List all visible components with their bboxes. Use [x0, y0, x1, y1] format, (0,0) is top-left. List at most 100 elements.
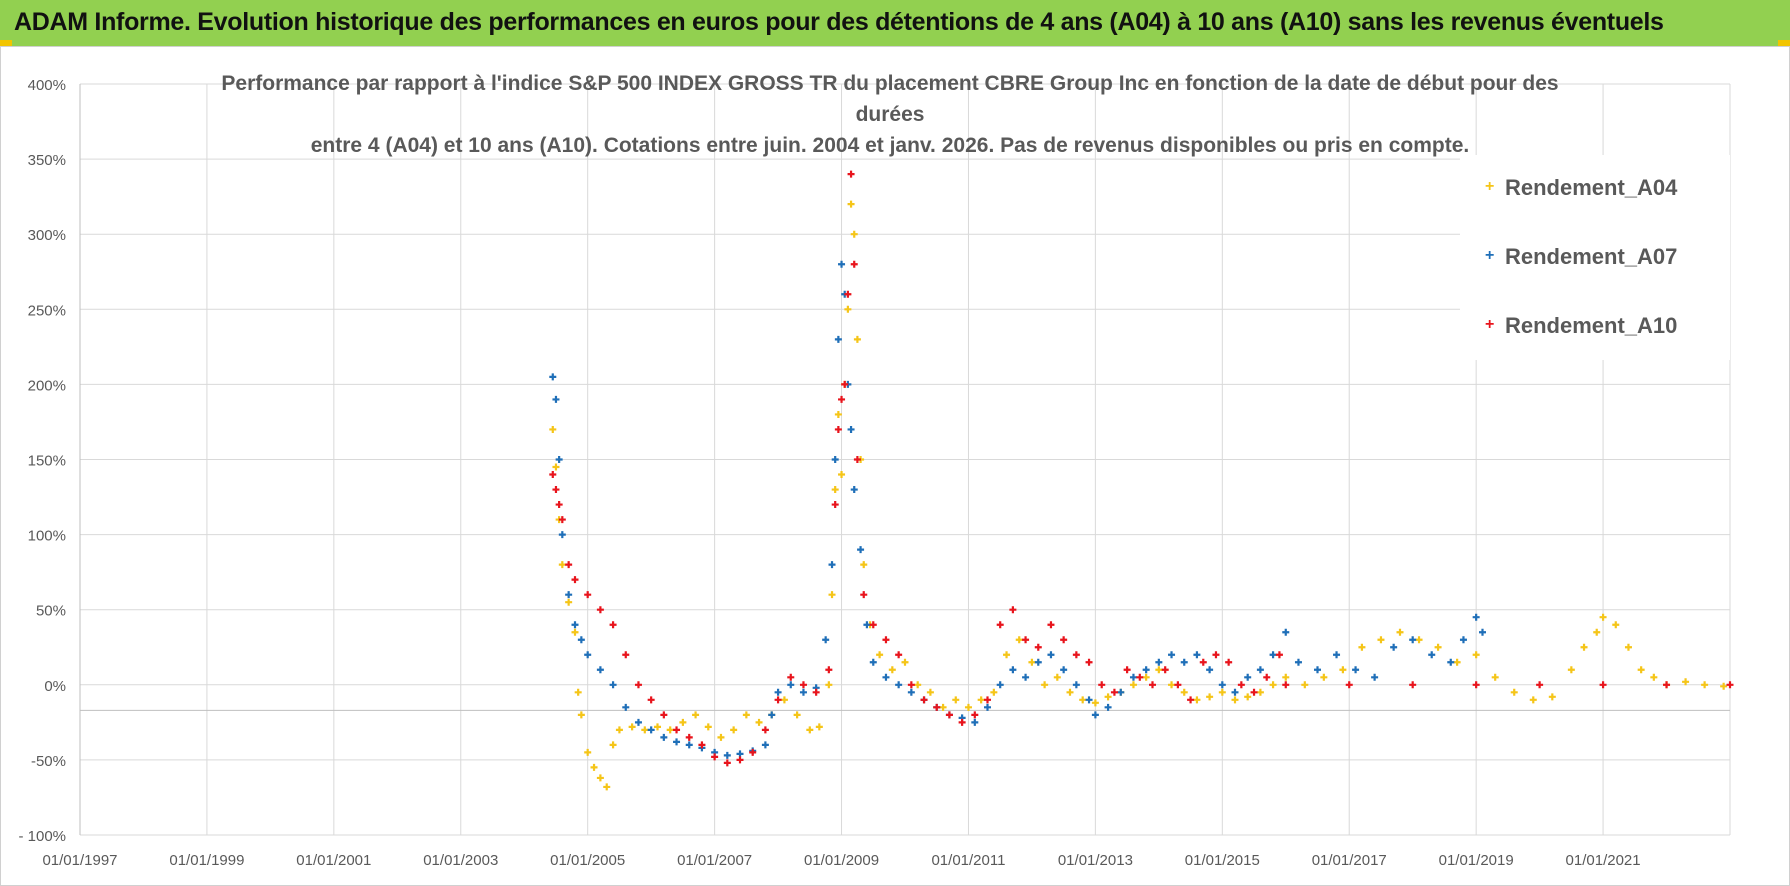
point-rendement-a07: [647, 726, 655, 734]
point-rendement-a04: [628, 723, 636, 731]
y-tick-label: 250%: [28, 302, 66, 319]
point-rendement-a10: [841, 380, 849, 388]
point-rendement-a04: [574, 688, 582, 696]
point-rendement-a10: [1212, 651, 1220, 659]
point-rendement-a07: [660, 733, 668, 741]
point-rendement-a04: [1720, 682, 1728, 690]
point-rendement-a10: [907, 681, 915, 689]
point-rendement-a04: [1129, 681, 1137, 689]
point-rendement-a04: [860, 561, 868, 569]
point-rendement-a07: [768, 711, 776, 719]
point-rendement-a10: [571, 576, 579, 584]
point-rendement-a04: [1091, 699, 1099, 707]
point-rendement-a10: [945, 711, 953, 719]
point-rendement-a04: [1567, 666, 1575, 674]
point-rendement-a04: [926, 688, 934, 696]
point-rendement-a04: [1003, 651, 1011, 659]
point-rendement-a07: [1390, 643, 1398, 651]
point-rendement-a07: [847, 425, 855, 433]
point-rendement-a10: [749, 748, 757, 756]
point-rendement-a07: [1428, 651, 1436, 659]
point-rendement-a04: [1580, 643, 1588, 651]
point-rendement-a10: [850, 260, 858, 268]
grid-layer: [79, 83, 1731, 836]
point-rendement-a10: [736, 756, 744, 764]
point-rendement-a07: [1447, 658, 1455, 666]
point-rendement-a04: [1612, 621, 1620, 629]
point-rendement-a10: [1536, 681, 1544, 689]
point-rendement-a04: [755, 718, 763, 726]
point-rendement-a07: [1314, 666, 1321, 674]
point-rendement-a04: [850, 230, 858, 238]
point-rendement-a04: [552, 463, 560, 471]
point-rendement-a07: [1117, 688, 1125, 696]
point-rendement-a04: [990, 688, 998, 696]
point-rendement-a10: [895, 651, 903, 659]
point-rendement-a07: [609, 681, 617, 689]
point-rendement-a10: [831, 501, 839, 509]
point-rendement-a07: [996, 681, 1004, 689]
point-rendement-a10: [1060, 636, 1068, 644]
point-rendement-a10: [869, 621, 877, 629]
point-rendement-a07: [1180, 658, 1188, 666]
point-rendement-a10: [1599, 681, 1607, 689]
point-rendement-a04: [1624, 643, 1632, 651]
x-tick-label: 01/01/2013: [1058, 852, 1133, 869]
point-rendement-a04: [1472, 651, 1480, 659]
point-rendement-a07: [558, 531, 566, 539]
point-rendement-a07: [1352, 666, 1360, 674]
point-rendement-a04: [1180, 688, 1188, 696]
point-rendement-a07: [1085, 696, 1093, 704]
point-rendement-a10: [958, 718, 966, 726]
point-rendement-a04: [1358, 643, 1366, 651]
point-rendement-a04: [717, 733, 725, 741]
point-rendement-a04: [844, 305, 852, 313]
point-rendement-a10: [1022, 636, 1030, 644]
point-rendement-a04: [1453, 658, 1461, 666]
point-rendement-a10: [1149, 681, 1156, 689]
point-rendement-a07: [685, 741, 693, 749]
point-rendement-a04: [977, 696, 985, 704]
y-tick-label: - 100%: [18, 828, 66, 845]
point-rendement-a04: [1396, 628, 1404, 636]
point-rendement-a10: [971, 711, 979, 719]
point-rendement-a04: [549, 425, 557, 433]
point-rendement-a04: [679, 718, 687, 726]
legend-label-a04: Rendement_A04: [1505, 175, 1678, 200]
point-rendement-a07: [838, 260, 846, 268]
point-rendement-a10: [698, 741, 706, 749]
point-rendement-a04: [780, 696, 788, 704]
x-tick-label: 01/01/2017: [1312, 852, 1387, 869]
point-rendement-a07: [1009, 666, 1017, 674]
point-rendement-a04: [1650, 673, 1658, 681]
point-rendement-a04: [847, 200, 855, 208]
legend-item-a10: + Rendement_A10: [1485, 313, 1677, 339]
y-tick-label: 350%: [28, 152, 66, 169]
point-rendement-a04: [603, 783, 611, 791]
point-rendement-a07: [577, 636, 585, 644]
banner-corner-right: [1778, 40, 1790, 46]
point-rendement-a04: [1168, 681, 1176, 689]
point-rendement-a07: [834, 335, 842, 343]
y-tick-label: 150%: [28, 453, 66, 470]
point-rendement-a10: [673, 726, 681, 734]
point-rendement-a07: [1269, 651, 1277, 659]
point-rendement-a10: [882, 636, 890, 644]
point-rendement-a10: [1187, 696, 1195, 704]
point-rendement-a07: [596, 666, 604, 674]
point-rendement-a04: [1244, 693, 1252, 701]
point-rendement-a04: [1256, 688, 1264, 696]
point-rendement-a07: [907, 688, 915, 696]
point-rendement-a10: [787, 673, 795, 681]
point-rendement-a04: [1415, 636, 1423, 644]
point-rendement-a10: [711, 753, 719, 761]
banner-corner-left: [0, 40, 12, 46]
point-rendement-a10: [996, 621, 1004, 629]
point-rendement-a07: [555, 456, 563, 463]
point-rendement-a10: [647, 696, 655, 704]
point-rendement-a04: [558, 561, 566, 569]
point-rendement-a07: [857, 546, 865, 554]
point-rendement-a04: [888, 666, 896, 674]
y-tick-label: -50%: [31, 753, 66, 770]
point-rendement-a07: [1206, 666, 1214, 674]
